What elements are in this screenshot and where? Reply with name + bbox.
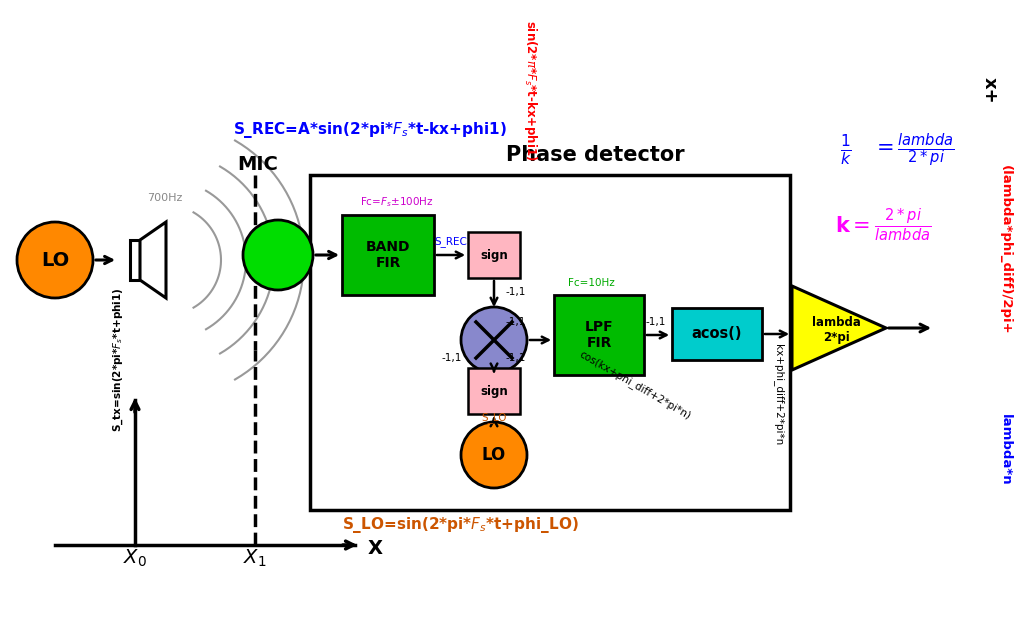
Text: k$=\frac{2*pi}{lambda}$: k$=\frac{2*pi}{lambda}$ bbox=[835, 207, 931, 244]
FancyBboxPatch shape bbox=[554, 295, 644, 375]
Text: $=\frac{lambda}{2*pi}$: $=\frac{lambda}{2*pi}$ bbox=[872, 131, 955, 169]
FancyBboxPatch shape bbox=[342, 215, 434, 295]
FancyBboxPatch shape bbox=[468, 232, 520, 278]
Polygon shape bbox=[792, 286, 886, 370]
FancyBboxPatch shape bbox=[468, 368, 520, 414]
Circle shape bbox=[243, 220, 313, 290]
Text: X: X bbox=[368, 539, 383, 557]
Text: -1,1: -1,1 bbox=[505, 287, 525, 297]
Circle shape bbox=[461, 307, 527, 373]
Text: S_REC=A*sin(2*pi*$F_s$*t-kx+phi1): S_REC=A*sin(2*pi*$F_s$*t-kx+phi1) bbox=[233, 120, 507, 140]
Text: (lambda*phi_diff)/2pi+: (lambda*phi_diff)/2pi+ bbox=[998, 165, 1012, 335]
FancyBboxPatch shape bbox=[310, 175, 790, 510]
Text: BAND
FIR: BAND FIR bbox=[366, 240, 410, 270]
Circle shape bbox=[17, 222, 93, 298]
Text: lambda*n: lambda*n bbox=[998, 414, 1012, 486]
Text: lambda
2*pi: lambda 2*pi bbox=[811, 316, 861, 344]
Text: Fc=10Hz: Fc=10Hz bbox=[568, 278, 615, 288]
Text: -1,1: -1,1 bbox=[505, 317, 525, 327]
Text: kx+phi_diff+2*pi*n: kx+phi_diff+2*pi*n bbox=[773, 345, 784, 445]
Text: 700Hz: 700Hz bbox=[147, 193, 183, 203]
Text: S_REC: S_REC bbox=[434, 236, 467, 248]
Circle shape bbox=[461, 422, 527, 488]
Text: acos(): acos() bbox=[692, 327, 742, 341]
Text: S_LO=sin(2*pi*$F_s$*t+phi_LO): S_LO=sin(2*pi*$F_s$*t+phi_LO) bbox=[341, 515, 578, 535]
Polygon shape bbox=[130, 240, 140, 280]
Text: Phase detector: Phase detector bbox=[506, 145, 685, 165]
Text: $X_1$: $X_1$ bbox=[243, 547, 267, 569]
Text: LO: LO bbox=[482, 446, 506, 464]
Text: LO: LO bbox=[41, 251, 69, 269]
Text: MIC: MIC bbox=[237, 156, 278, 175]
Text: -1,1: -1,1 bbox=[505, 353, 525, 363]
Text: sin(2*$\pi$*$F_s$*t-kx+phi1): sin(2*$\pi$*$F_s$*t-kx+phi1) bbox=[521, 19, 539, 160]
Text: cos(kx+phi_diff+2*pi*n): cos(kx+phi_diff+2*pi*n) bbox=[577, 348, 693, 422]
Text: S_LO: S_LO bbox=[481, 412, 507, 424]
Text: -1,1: -1,1 bbox=[442, 353, 462, 363]
Text: x+: x+ bbox=[981, 77, 998, 103]
Polygon shape bbox=[140, 222, 166, 298]
Text: S_tx=sin(2*pi*$F_s$*t+phi1): S_tx=sin(2*pi*$F_s$*t+phi1) bbox=[111, 288, 125, 432]
Text: sign: sign bbox=[480, 384, 508, 397]
Text: Fc=$F_s$±100Hz: Fc=$F_s$±100Hz bbox=[360, 195, 433, 209]
Text: -1,1: -1,1 bbox=[646, 317, 666, 327]
FancyBboxPatch shape bbox=[672, 308, 762, 360]
Text: LPF
FIR: LPF FIR bbox=[585, 320, 613, 350]
Text: $X_0$: $X_0$ bbox=[123, 547, 147, 569]
Text: $\frac{1}{k}$: $\frac{1}{k}$ bbox=[840, 132, 852, 167]
Text: sign: sign bbox=[480, 249, 508, 261]
